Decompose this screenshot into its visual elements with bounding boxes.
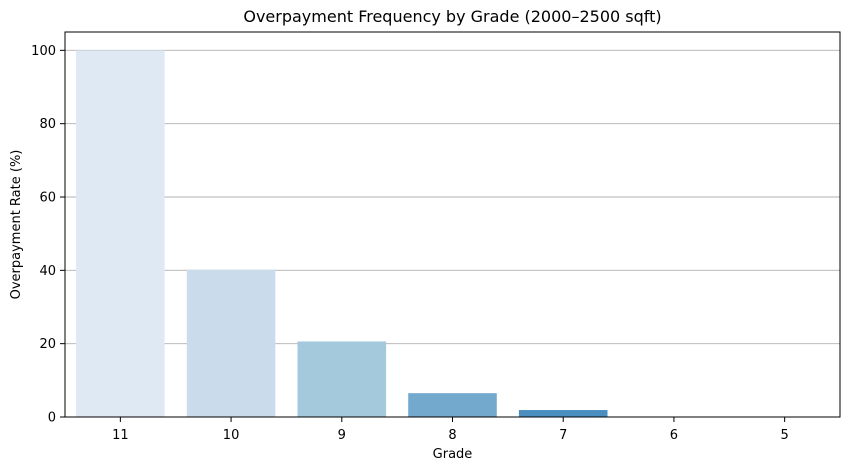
y-tick-label: 60 (39, 191, 56, 206)
bar-grade-11 (76, 50, 165, 417)
x-tick-label: 9 (338, 428, 346, 443)
chart-title: Overpayment Frequency by Grade (2000–250… (243, 7, 661, 26)
bar-grade-9 (297, 341, 387, 417)
y-tick-label: 80 (39, 117, 56, 132)
bar-grade-10 (186, 269, 276, 417)
y-tick-label: 100 (31, 44, 56, 59)
y-tick-label: 40 (39, 264, 56, 279)
bar-grade-7 (518, 410, 608, 417)
x-tick-label: 8 (448, 428, 456, 443)
bar-grade-8 (408, 393, 497, 417)
y-tick-label: 0 (48, 411, 56, 426)
bars (76, 50, 608, 417)
y-axis-label: Overpayment Rate (%) (9, 150, 24, 300)
y-axis-ticks: 0 20 40 60 80 100 (31, 44, 65, 426)
x-tick-label: 7 (559, 428, 567, 443)
x-tick-label: 5 (781, 428, 789, 443)
x-tick-label: 11 (112, 428, 129, 443)
plot-frame (64, 31, 841, 418)
y-tick-label: 20 (39, 337, 56, 352)
gridlines (65, 49, 840, 418)
x-axis-ticks: 11 10 9 8 7 6 5 (112, 417, 789, 443)
x-tick-label: 6 (670, 428, 678, 443)
x-axis-label: Grade (433, 447, 473, 462)
x-tick-label: 10 (223, 428, 240, 443)
